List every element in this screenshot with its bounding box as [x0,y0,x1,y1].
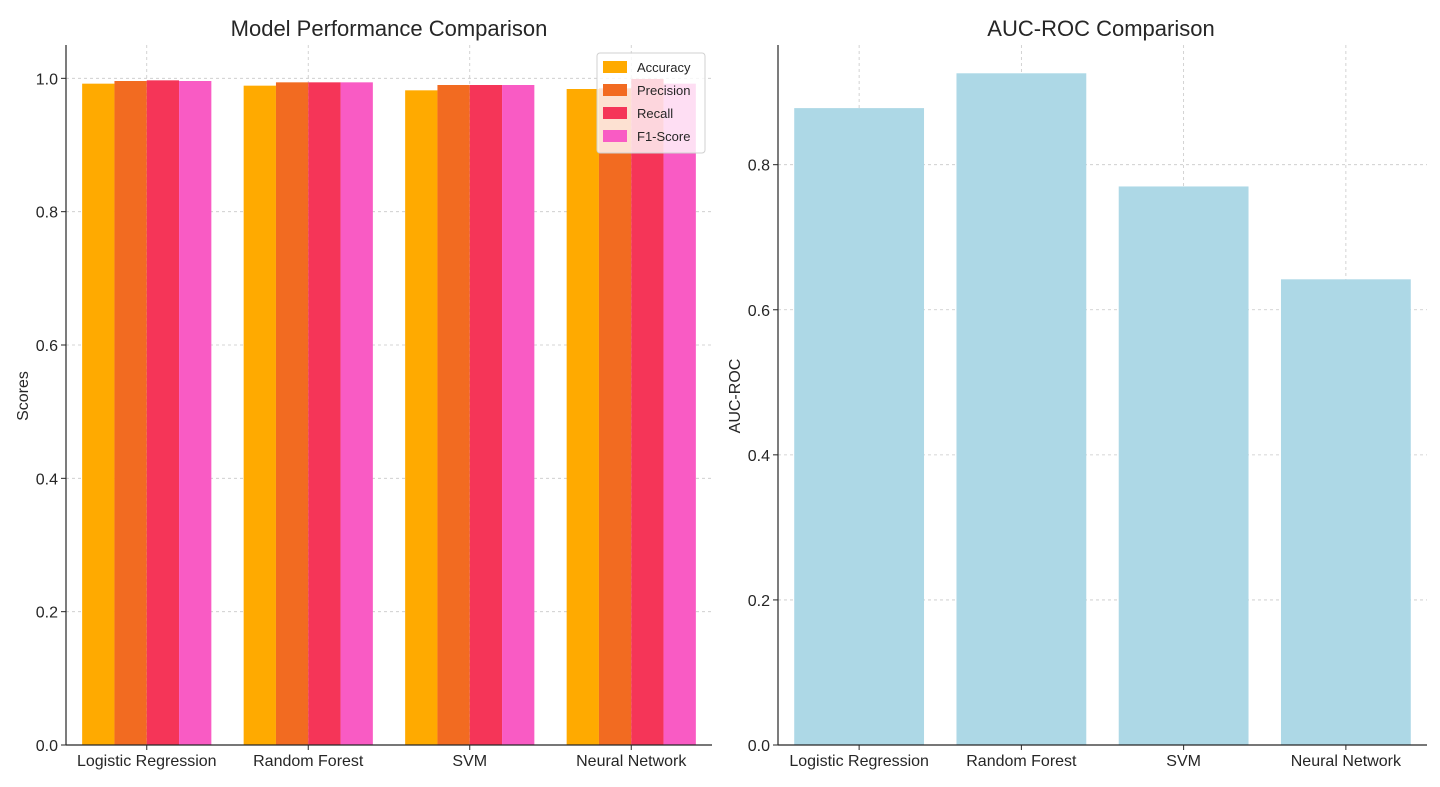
y-ticks: 0.0 0.2 0.4 0.6 0.8 [748,158,778,755]
legend-label: Recall [637,106,673,121]
bar [663,83,696,745]
y-tick-label: 0.6 [748,303,770,320]
bar [340,82,373,746]
bar [308,82,341,746]
bar [631,79,664,745]
x-tick-label: Random Forest [966,753,1077,770]
y-ticks: 0.0 0.2 0.4 0.6 0.8 1.0 [36,71,66,755]
auc-roc-chart: AUC-ROC Comparison AUC-ROC 0.00.20.40.60… [727,16,1427,770]
bar [275,82,309,746]
chart-title: Model Performance Comparison [231,16,548,41]
y-tick-label: 0.2 [36,605,58,622]
x-tick-label: Neural Network [576,753,687,770]
x-tick-label: SVM [452,753,487,770]
legend-swatch [603,130,627,142]
y-tick-label: 1.0 [36,71,58,88]
y-tick-label: 0.0 [36,738,58,755]
x-tick-label: Logistic Regression [789,753,929,770]
bar [502,85,535,745]
performance-chart: Model Performance Comparison Scores 0.00… [15,16,712,770]
bars [82,79,696,746]
bar [82,83,115,745]
bar [956,73,1087,745]
legend-label: Accuracy [637,60,691,75]
y-tick-label: 0.4 [36,471,58,488]
legend-box [596,52,706,154]
legend-label: Precision [637,83,690,98]
axes [65,45,712,746]
legend-label: F1-Score [637,129,690,144]
x-ticks: Logistic Regression Random Forest SVM Neura… [789,745,1402,770]
bar [469,85,503,745]
y-tick-label: 0.8 [36,205,58,222]
legend: Accuracy Precision Recall F1-Score [596,52,706,154]
bar [405,90,438,746]
x-tick-label: SVM [1166,753,1201,770]
x-tick-label: Logistic Regression [77,753,217,770]
bar [1280,279,1411,745]
y-tick-label: 0.8 [748,158,770,175]
bar [566,89,599,745]
bar [437,85,470,745]
bar [794,108,925,745]
x-tick-label: Random Forest [253,753,364,770]
bar [179,81,212,745]
bar [598,88,632,746]
y-tick-label: 0.0 [748,738,770,755]
legend-swatch [603,107,627,119]
bar [243,85,276,745]
legend-swatch [603,61,627,73]
x-ticks: Logistic Regression Random Forest SVM Neura… [77,745,687,770]
y-axis-label: AUC-ROC [727,359,744,434]
chart-title: AUC-ROC Comparison [987,16,1214,41]
legend-swatch [603,84,627,96]
axes [777,45,1427,746]
y-axis-label: Scores [15,371,32,421]
bar [1118,186,1249,745]
bars [794,73,1411,745]
bar [114,81,147,745]
y-tick-label: 0.4 [748,448,770,465]
y-tick-label: 0.2 [748,593,770,610]
bar [146,80,180,746]
x-tick-label: Neural Network [1291,753,1402,770]
y-tick-label: 0.6 [36,338,58,355]
